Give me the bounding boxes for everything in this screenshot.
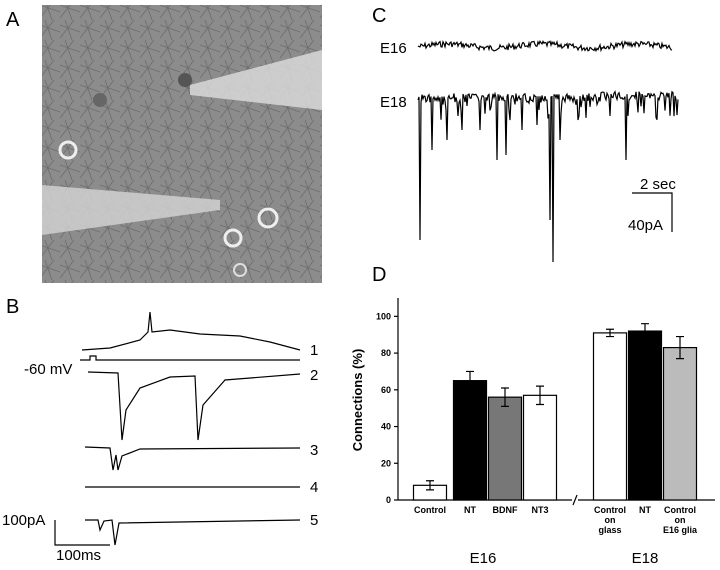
x-tick-label: NT3 <box>531 505 548 515</box>
x-tick-label: E16 glia <box>663 525 698 535</box>
y-tick-label: 80 <box>381 348 391 358</box>
trace-number: 4 <box>310 479 318 496</box>
trace-number: 1 <box>310 342 318 359</box>
trace-number: 2 <box>310 367 318 384</box>
x-tick-label: on <box>605 515 616 525</box>
y-tick-label: 20 <box>381 458 391 468</box>
error-bar <box>536 385 544 406</box>
trace-number: 5 <box>310 512 318 529</box>
panel-label: C <box>372 5 386 27</box>
bar <box>522 394 558 501</box>
group-label: E18 <box>632 550 659 567</box>
traces-b <box>54 311 301 546</box>
scale-time: 100ms <box>56 547 101 564</box>
scale-time: 2 sec <box>640 176 676 193</box>
error-bar <box>426 480 434 491</box>
y-tick-label: 0 <box>386 495 391 505</box>
group-label: E16 <box>470 550 497 567</box>
x-tick-label: NT <box>464 505 476 515</box>
x-tick-label: on <box>675 515 686 525</box>
x-tick-label: glass <box>598 525 621 535</box>
bar <box>662 346 698 501</box>
x-tick-label: BDNF <box>493 505 518 515</box>
bar <box>592 332 628 501</box>
error-bar <box>606 328 614 338</box>
bar-chart: 0 20 40 60 80 100 Connections (%) Control NT BDNF… <box>350 298 715 567</box>
trace-label: E18 <box>380 94 407 111</box>
trace-label: E16 <box>380 40 407 57</box>
x-tick-label: Control <box>664 505 696 515</box>
x-tick-label: Control <box>594 505 626 515</box>
bar <box>452 380 488 501</box>
x-tick-label: NT <box>639 505 651 515</box>
trace-e18 <box>417 90 679 263</box>
trace-e16 <box>417 40 673 53</box>
bar <box>487 396 523 501</box>
y-tick-label: 40 <box>381 422 391 432</box>
scale-current: 40pA <box>628 217 663 234</box>
error-bar <box>501 387 509 407</box>
error-bar <box>466 370 474 391</box>
scale-bar <box>632 192 673 232</box>
bar <box>627 330 663 501</box>
axis-break <box>572 494 578 506</box>
panel-label: A <box>6 9 20 31</box>
trace-number: 3 <box>310 442 318 459</box>
y-tick-label: 60 <box>381 385 391 395</box>
y-tick-label: 100 <box>376 311 391 321</box>
scale-current: 100pA <box>2 512 45 529</box>
panel-label: B <box>6 296 19 318</box>
panel-label: D <box>372 264 386 286</box>
holding-potential: -60 mV <box>24 361 72 378</box>
y-axis-label: Connections (%) <box>350 349 365 452</box>
x-tick-label: Control <box>414 505 446 515</box>
error-bar <box>676 335 684 360</box>
error-bar <box>641 323 649 339</box>
micrograph <box>42 5 322 283</box>
